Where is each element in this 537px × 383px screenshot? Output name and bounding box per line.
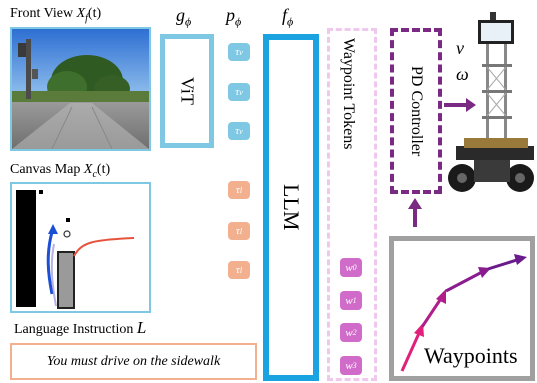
language-label: Language Instruction L xyxy=(14,318,147,337)
velocity-label: v xyxy=(456,38,464,58)
waypoints-to-pd-arrow xyxy=(408,198,422,227)
pd-controller-block: PD Controller xyxy=(390,28,442,194)
instruction-box: You must drive on the sidewalk xyxy=(10,343,257,380)
front-view-frame xyxy=(10,27,151,151)
control-arrow xyxy=(444,98,476,112)
f-phi-label: fϕ xyxy=(282,5,294,29)
g-phi-label: gϕ xyxy=(176,5,192,29)
canvas-map-frame xyxy=(10,182,151,313)
robot-image xyxy=(448,12,534,192)
vit-block: ViT xyxy=(160,34,214,148)
waypoint-tokens-frame xyxy=(327,28,377,381)
front-view-image xyxy=(12,29,149,149)
waypoints-panel: Waypoints xyxy=(389,236,535,381)
canvas-map-label: Canvas Map Xc(t) xyxy=(10,162,111,180)
front-view-label: Front View Xf(t) xyxy=(10,6,102,24)
vit-label: ViT xyxy=(177,77,198,105)
p-phi-label: pϕ xyxy=(226,5,242,29)
canvas-map-image xyxy=(12,184,149,311)
waypoints-label: Waypoints xyxy=(424,343,518,368)
llm-label: LLM xyxy=(279,184,304,231)
waypoint-tokens-label: Waypoint Tokens xyxy=(340,38,357,150)
angular-velocity-label: ω xyxy=(456,64,469,84)
instruction-text: You must drive on the sidewalk xyxy=(46,353,221,369)
pd-controller-label: PD Controller xyxy=(408,65,425,157)
llm-block: LLM xyxy=(263,34,319,381)
waypoints-trajectory xyxy=(400,254,527,372)
